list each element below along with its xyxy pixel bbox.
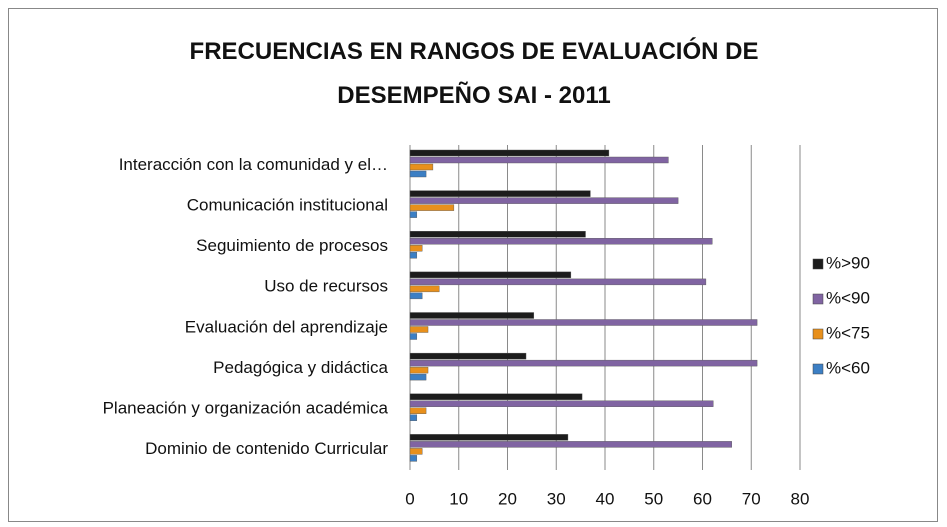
legend-marker [812,328,824,340]
legend-marker [812,363,824,375]
bar [409,326,429,333]
bar [409,400,714,407]
bar [409,285,440,293]
y-tick-label: Dominio de contenido Curricular [145,439,388,458]
bar [409,312,535,319]
bar [409,190,591,197]
bar [409,197,679,204]
bar [409,271,572,279]
x-tick-label: 80 [791,489,810,508]
bar [409,414,418,421]
bar [409,373,427,381]
legend-label: %<75 [826,323,870,342]
legend-label: %<60 [826,358,870,377]
bar [409,156,669,164]
chart-title: FRECUENCIAS EN RANGOS DE EVALUACIÓN DE D… [189,38,759,109]
x-tick-label: 40 [596,489,615,508]
bar [409,211,418,218]
y-tick-label: Interacción con la comunidad y el… [119,155,388,174]
x-tick-label: 10 [449,489,468,508]
legend-marker [812,258,824,270]
bar [409,238,713,245]
bar [409,245,423,252]
bar [409,204,455,211]
y-tick-label: Planeación y organización académica [103,399,389,418]
x-tick-label: 0 [405,489,414,508]
bar [409,434,569,441]
bar [409,448,423,455]
bar [409,333,418,340]
x-tick-label: 60 [693,489,712,508]
x-tick-label: 70 [742,489,761,508]
y-tick-label: Pedagógica y didáctica [213,358,388,377]
y-tick-label: Uso de recursos [264,277,388,296]
bar [409,441,732,448]
bar [409,163,434,171]
bar [409,278,707,286]
bar [409,252,418,259]
bar [409,319,758,326]
bar [409,231,586,238]
legend-label: %>90 [826,253,870,272]
legend-label: %<90 [826,288,870,307]
bar [409,366,429,374]
bar [409,455,418,462]
bar [409,292,423,300]
x-tick-label: 50 [644,489,663,508]
x-tick-label: 30 [547,489,566,508]
bar [409,407,427,414]
y-tick-label: Seguimiento de procesos [196,236,388,255]
bar [409,149,610,157]
y-tick-label: Evaluación del aprendizaje [185,317,388,336]
bar [409,170,427,178]
bar [409,393,583,400]
legend-marker [812,293,824,305]
x-tick-label: 20 [498,489,517,508]
bar [409,359,758,367]
bar [409,352,527,360]
y-tick-label: Comunicación institucional [187,195,388,214]
